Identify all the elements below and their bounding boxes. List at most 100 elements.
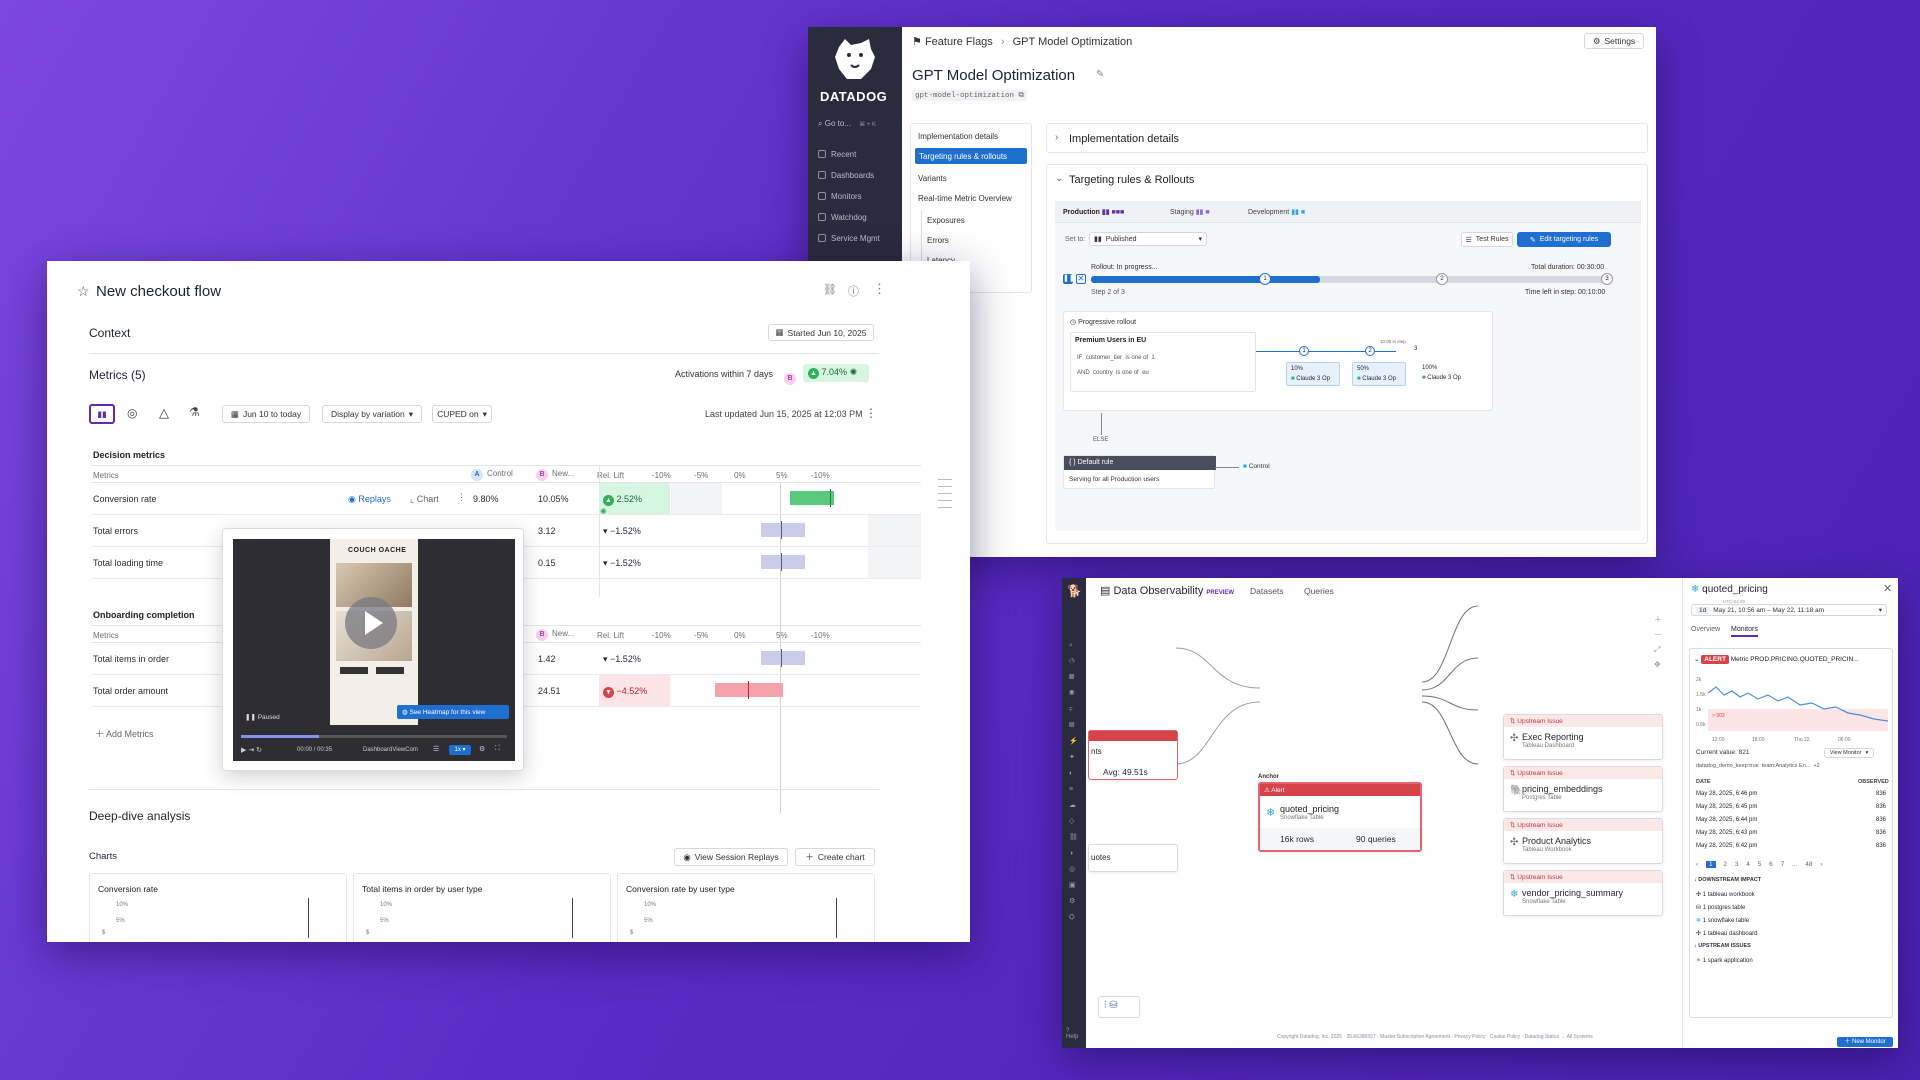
lineage-node[interactable]: nts Avg: 49.51s: [1088, 730, 1178, 780]
edit-targeting-button[interactable]: ✎ Edit targeting rules: [1517, 232, 1611, 247]
toc-subitem[interactable]: Errors: [927, 236, 949, 245]
globe-icon[interactable]: ◎: [127, 406, 138, 420]
create-chart-button[interactable]: ＋ Create chart: [795, 848, 875, 866]
tab-development[interactable]: Development ▮▮ ■: [1248, 208, 1305, 216]
toc-item[interactable]: Variants: [918, 174, 947, 183]
lineage-node[interactable]: ⇅ Upstream Issue 🐘 pricing_embeddings Po…: [1503, 766, 1663, 812]
play-icon[interactable]: [345, 597, 397, 649]
lineage-node[interactable]: uotes: [1088, 844, 1178, 872]
scale-tick: -5%: [694, 471, 709, 480]
toc-item[interactable]: Implementation details: [918, 132, 999, 141]
tab-monitors[interactable]: Monitors: [1731, 626, 1758, 637]
gear-icon[interactable]: ⚙: [479, 746, 486, 753]
settings-button[interactable]: ⚙ Settings: [1584, 33, 1644, 49]
prev-icon[interactable]: ‹: [1696, 861, 1699, 868]
video-scrubber[interactable]: [241, 735, 507, 738]
chart-card[interactable]: Conversion rate by user type 10% 5% $: [617, 873, 875, 942]
impact-item[interactable]: ✶ 1 spark application: [1696, 957, 1753, 964]
edit-icon[interactable]: ✎: [1096, 69, 1105, 80]
list-icon[interactable]: ☰: [433, 746, 440, 753]
chevron-down-icon[interactable]: ⌄: [1055, 173, 1064, 184]
status-select[interactable]: ▮▮ Published ▾: [1089, 232, 1207, 246]
chart-card[interactable]: Total items in order by user type 10% 5%…: [353, 873, 611, 942]
nav-dashboards[interactable]: Dashboards: [818, 171, 874, 180]
chart-card[interactable]: Conversion rate 10% 5% $: [89, 873, 347, 942]
nav-monitors[interactable]: Monitors: [818, 192, 862, 201]
nav-service-mgmt[interactable]: Service Mgmt: [818, 234, 880, 243]
page-link[interactable]: 6: [1769, 861, 1773, 868]
time-range-select[interactable]: 1d May 21, 10:56 am – May 22, 11:18 am ▾: [1691, 604, 1887, 616]
page-link[interactable]: 7: [1780, 861, 1785, 868]
more-icon[interactable]: ⋮: [865, 406, 877, 420]
anchor-node[interactable]: ⚠ Alert ❄ quoted_pricing Snowflake Table…: [1258, 782, 1422, 852]
page-link[interactable]: 48: [1805, 861, 1813, 868]
page-link[interactable]: 3: [1734, 861, 1739, 868]
next-icon[interactable]: ›: [1820, 861, 1823, 868]
video-player[interactable]: COUCH OACHE ❚❚ Paused ◍ See Heatmap for …: [233, 539, 515, 761]
tab-queries[interactable]: Queries: [1304, 586, 1334, 596]
flask-icon[interactable]: ⚗: [189, 405, 200, 419]
fullscreen-icon[interactable]: ⛶: [495, 745, 500, 752]
default-rule-card[interactable]: { } Default rule Serving for all Product…: [1063, 455, 1216, 489]
cuped-select[interactable]: CUPED on ▾: [432, 405, 492, 423]
toc-item[interactable]: Real-time Metric Overview: [918, 194, 1012, 203]
impact-item[interactable]: ⛁ 1 postgres table: [1696, 904, 1745, 911]
info-icon[interactable]: ⓘ: [848, 286, 859, 298]
tab-staging[interactable]: Staging ▮▮ ■: [1170, 208, 1210, 216]
nav-icons[interactable]: ⌕ ◷ ▦ ◉ ⚲ ▤ ⚡ ✦ ◐ ≡ ☁ ◇ ⛓ ◑ ◎ ▣ ⚙ ⛭: [1069, 642, 1078, 921]
page-link[interactable]: 2: [1723, 861, 1728, 868]
heatmap-button[interactable]: ◍ See Heatmap for this view: [397, 705, 509, 719]
lineage-node[interactable]: ⇅ Upstream Issue ❄ vendor_pricing_summar…: [1503, 870, 1663, 916]
view-monitor-button[interactable]: View Monitor ▾: [1824, 748, 1874, 758]
pause-icon[interactable]: ❚❚: [1063, 274, 1075, 284]
impl-section[interactable]: › Implementation details: [1046, 123, 1648, 153]
tab-production[interactable]: Production ▮▮ ■■■: [1063, 208, 1124, 216]
more-icon[interactable]: ⋮: [873, 281, 886, 296]
toc-item-active[interactable]: Targeting rules & rollouts: [915, 148, 1027, 164]
link-icon[interactable]: ⛓: [823, 284, 837, 296]
play-icon[interactable]: ▶: [241, 747, 247, 754]
new-monitor-button[interactable]: ＋ New Monitor: [1837, 1037, 1893, 1047]
view-session-replays-button[interactable]: ◉ View Session Replays: [674, 848, 788, 866]
lineage-node[interactable]: ⇅ Upstream Issue ✣ Product Analytics Tab…: [1503, 818, 1663, 864]
lineage-node[interactable]: ⇅ Upstream Issue ✣ Exec Reporting Tablea…: [1503, 714, 1663, 760]
monitor-header[interactable]: ⌄ ALERT Metric PROD.PRICING.QUOTED_PRICI…: [1694, 655, 1859, 664]
chart-link[interactable]: ⌞ Chart: [410, 494, 439, 505]
help-link[interactable]: ? Help: [1066, 1028, 1078, 1040]
tab-overview[interactable]: Overview: [1691, 626, 1721, 633]
toc-subitem[interactable]: Latency: [927, 256, 955, 265]
minimap-widget[interactable]: ⫶ ⛁: [1098, 996, 1140, 1018]
rule-card[interactable]: Premium Users in EU IF customer_tier is …: [1070, 332, 1256, 392]
date-range-button[interactable]: ▦ Jun 10 to today: [222, 405, 310, 423]
toc-subitem[interactable]: Exposures: [927, 216, 965, 225]
nav-recent[interactable]: Recent: [818, 150, 856, 159]
table-row[interactable]: Conversion rate ◉ Replays ⌞ Chart ⋮ 9.80…: [91, 483, 921, 516]
test-rules-button[interactable]: ☰ Test Rules: [1461, 232, 1513, 247]
display-select[interactable]: Display by variation ▾: [322, 405, 422, 423]
copy-icon[interactable]: ⧉: [1018, 92, 1024, 100]
scroll-handle[interactable]: [938, 473, 952, 511]
impact-item[interactable]: ❄ 1 snowflake table: [1696, 917, 1749, 924]
close-icon[interactable]: ✕: [1883, 583, 1893, 595]
impact-item[interactable]: ✣ 1 tableau workbook: [1696, 891, 1755, 898]
skip-icon[interactable]: ⇥: [248, 747, 255, 754]
delta-icon[interactable]: △: [159, 405, 169, 420]
more-icon[interactable]: ⋮: [457, 492, 466, 502]
pagination[interactable]: ‹ 1 2 3 4 5 6 7 ... 48 ›: [1696, 861, 1823, 868]
speed-select[interactable]: 1x ▾: [449, 745, 471, 755]
impact-item[interactable]: ✣ 1 tableau dashboard: [1696, 930, 1757, 937]
stop-icon[interactable]: ✕: [1076, 274, 1086, 284]
page-link[interactable]: 4: [1746, 861, 1750, 868]
goto-search[interactable]: ⌕ Go to... ⌘ + K: [818, 119, 876, 129]
skip-inactivity-icon[interactable]: ↻: [256, 747, 263, 754]
page-link-active[interactable]: 1: [1705, 861, 1716, 868]
tab-datasets[interactable]: Datasets: [1250, 586, 1284, 596]
star-icon[interactable]: ☆: [77, 283, 90, 299]
add-metrics-button[interactable]: ＋ Add Metrics: [95, 727, 154, 740]
breadcrumb-feature-flags[interactable]: Feature Flags: [924, 36, 993, 48]
zoom-controls[interactable]: ＋－ ⤢ ✥: [1654, 615, 1662, 669]
replays-link[interactable]: ◉ Replays: [348, 494, 391, 505]
view-toggle-bars[interactable]: ▮▮: [89, 404, 115, 424]
nav-watchdog[interactable]: Watchdog: [818, 213, 867, 222]
page-link[interactable]: 5: [1757, 861, 1762, 868]
